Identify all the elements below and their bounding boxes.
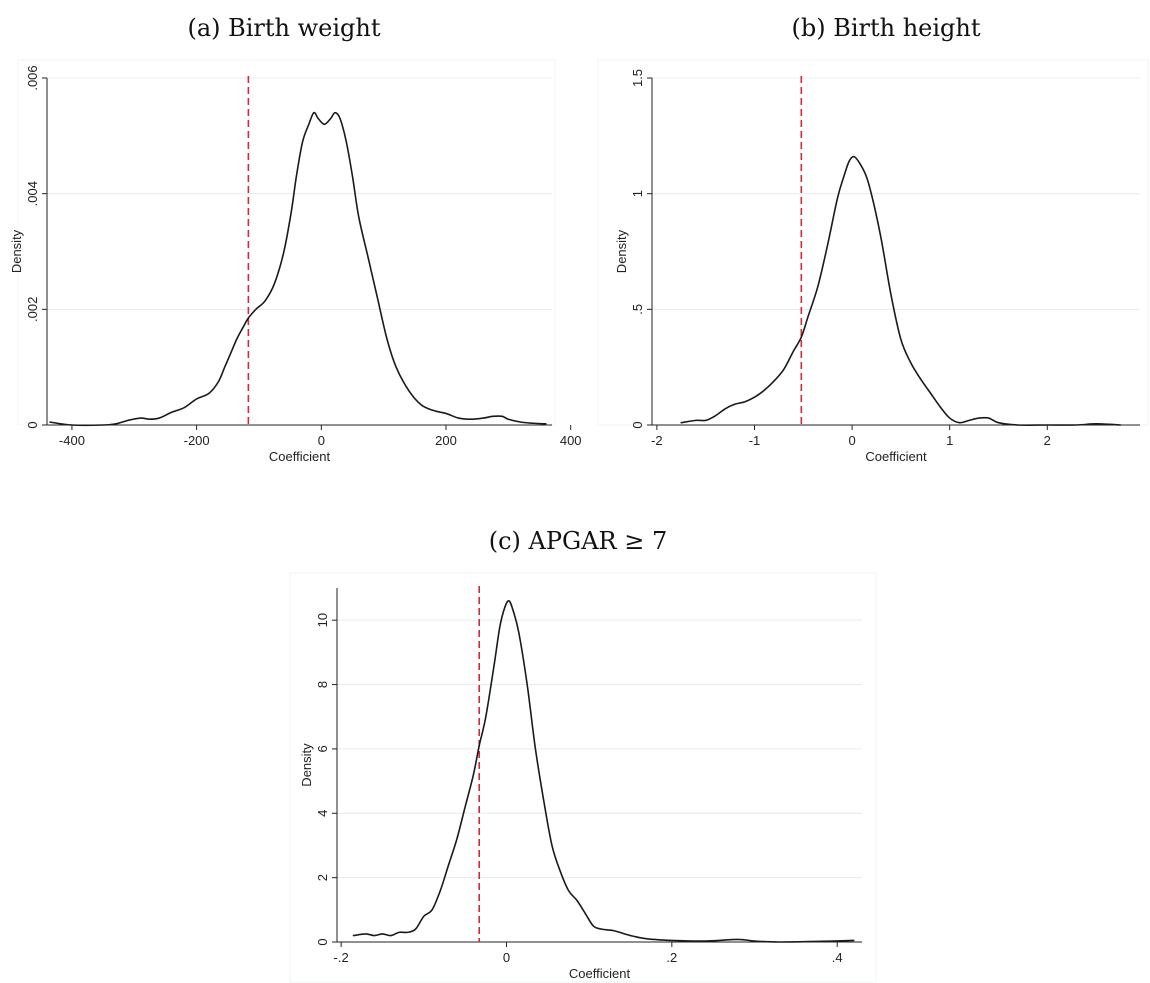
x-tick-label: -1 — [749, 433, 761, 448]
density-curve — [680, 155, 1122, 426]
y-tick-label: .006 — [25, 65, 40, 90]
x-tick-label: .2 — [666, 950, 677, 965]
y-axis-title: Density — [299, 743, 314, 787]
panel-b-birth-height-chart: 0 .5 1 1.5 -2 -1 0 1 2 Coefficient Density — [597, 59, 1149, 464]
y-tick-label: 1.5 — [630, 69, 645, 87]
x-tick-label: 400 — [560, 433, 582, 448]
panel-b-title: (b) Birth height — [791, 14, 980, 42]
panel-c-title: (c) APGAR ≥ 7 — [489, 527, 668, 555]
y-tick-label: 10 — [315, 613, 330, 627]
x-axis-title: Coefficient — [269, 449, 331, 464]
x-tick-label: 200 — [435, 433, 457, 448]
panel-a-birth-weight-chart: 0 .002 .004 .006 -400 -200 0 200 400 Coefficient D… — [9, 59, 582, 464]
y-axis-title: Density — [9, 229, 24, 273]
density-curve — [352, 600, 855, 943]
y-tick-label: 8 — [315, 681, 330, 688]
y-tick-label: 4 — [315, 810, 330, 817]
y-tick-label: 6 — [315, 745, 330, 752]
x-tick-label: 0 — [318, 433, 325, 448]
y-tick-label: .004 — [25, 181, 40, 206]
y-tick-label: 0 — [630, 421, 645, 428]
y-tick-label: 0 — [315, 938, 330, 945]
x-tick-label: -200 — [184, 433, 210, 448]
x-tick-label: -2 — [651, 433, 663, 448]
x-tick-label: 0 — [503, 950, 510, 965]
y-tick-label: 0 — [25, 421, 40, 428]
x-tick-label: 1 — [946, 433, 953, 448]
x-axis-title: Coefficient — [569, 966, 631, 981]
x-tick-label: -400 — [59, 433, 85, 448]
density-curve — [49, 111, 547, 427]
y-tick-label: .5 — [630, 304, 645, 315]
x-tick-label: .4 — [832, 950, 843, 965]
y-tick-label: 2 — [315, 874, 330, 881]
y-axis-title: Density — [614, 229, 629, 273]
x-axis-title: Coefficient — [865, 449, 927, 464]
panel-a-title: (a) Birth weight — [187, 14, 380, 42]
panel-c-apgar-chart: 0 2 4 6 8 10 -.2 0 .2 .4 Coefficient Density — [289, 572, 877, 983]
x-tick-label: 2 — [1044, 433, 1051, 448]
y-tick-label: 1 — [630, 190, 645, 197]
plot-background — [289, 572, 877, 983]
x-tick-label: 0 — [848, 433, 855, 448]
plot-background — [597, 59, 1149, 426]
x-tick-label: -.2 — [334, 950, 349, 965]
y-tick-label: .002 — [25, 297, 40, 322]
